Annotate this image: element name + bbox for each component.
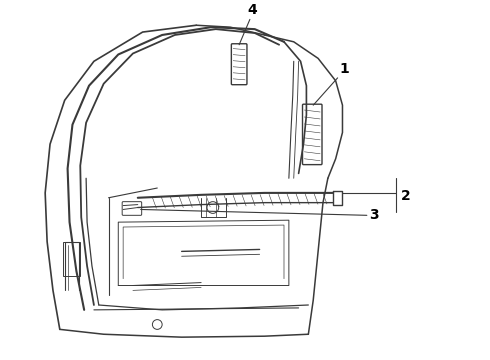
Text: 1: 1 bbox=[340, 62, 349, 76]
Text: 2: 2 bbox=[401, 189, 411, 203]
Text: 4: 4 bbox=[247, 4, 257, 17]
Text: 3: 3 bbox=[369, 208, 378, 222]
